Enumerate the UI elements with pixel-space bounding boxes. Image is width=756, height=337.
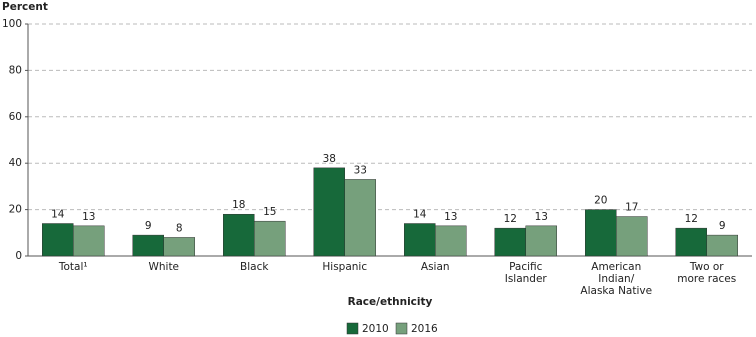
x-tick-label: Pacific Islander <box>505 261 548 285</box>
data-label: 33 <box>354 164 367 176</box>
bar <box>706 234 738 257</box>
x-tick-label: Hispanic <box>322 261 367 273</box>
x-axis-title: Race/ethnicity <box>348 296 433 308</box>
data-label: 14 <box>51 209 65 221</box>
bar <box>223 213 255 257</box>
bar <box>344 179 376 257</box>
x-tick-label: Two or more races <box>677 261 736 285</box>
legend-label: 2016 <box>411 323 438 335</box>
bar <box>42 223 74 257</box>
y-tick-label: 100 <box>2 18 22 30</box>
y-tick-label: 60 <box>9 111 22 123</box>
data-label: 38 <box>323 153 336 165</box>
bar <box>435 225 467 257</box>
bar <box>675 227 707 257</box>
y-tick-label: 80 <box>9 64 22 76</box>
bar <box>313 167 345 257</box>
data-label: 13 <box>82 211 95 223</box>
x-tick-label: White <box>148 261 179 273</box>
y-tick-label: 0 <box>15 250 22 262</box>
data-label: 18 <box>232 199 245 211</box>
bar <box>132 234 164 257</box>
y-tick-label: 40 <box>9 157 22 169</box>
data-label: 13 <box>444 211 457 223</box>
legend-swatch <box>346 322 359 335</box>
bar <box>494 227 526 257</box>
data-label: 14 <box>413 209 427 221</box>
bar <box>404 223 436 257</box>
data-label: 9 <box>719 220 726 232</box>
data-label: 13 <box>535 211 548 223</box>
x-tick-label: American Indian/Alaska Native <box>580 261 652 297</box>
bar <box>163 237 195 257</box>
x-tick-label: Asian <box>421 261 450 273</box>
bar <box>616 216 648 257</box>
data-label: 12 <box>504 213 517 225</box>
bar <box>525 225 557 257</box>
x-tick-label: Total¹ <box>58 261 88 273</box>
x-tick-label: Black <box>240 261 269 273</box>
data-label: 8 <box>176 222 183 234</box>
data-label: 17 <box>625 202 638 214</box>
data-label: 12 <box>685 213 698 225</box>
legend-label: 2010 <box>362 323 389 335</box>
data-label: 9 <box>145 220 152 232</box>
y-tick-label: 20 <box>9 204 22 216</box>
bar <box>585 209 617 257</box>
data-label: 15 <box>263 206 276 218</box>
data-label: 20 <box>594 195 607 207</box>
bar <box>254 220 286 257</box>
legend-swatch <box>395 322 408 335</box>
bar <box>73 225 105 257</box>
y-axis-title: Percent <box>2 1 48 13</box>
